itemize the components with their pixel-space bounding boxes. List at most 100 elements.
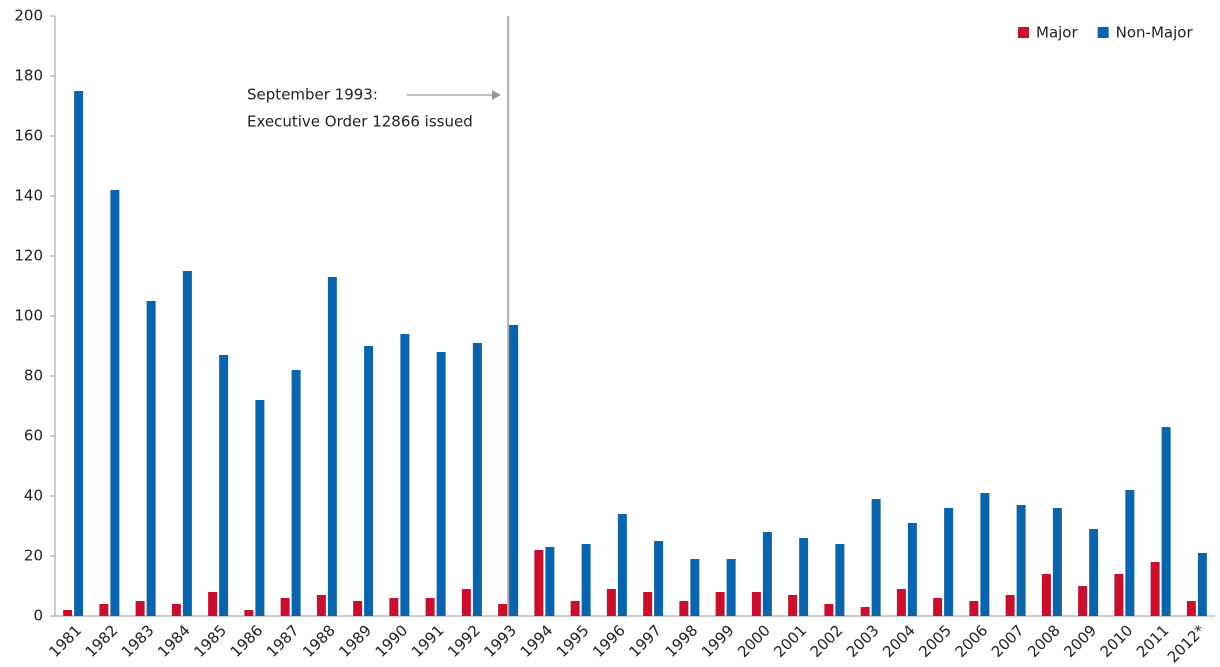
bar [146,301,156,616]
bar [63,610,73,616]
y-tick-label: 160 [14,127,43,145]
legend-label: Non-Major [1116,24,1194,42]
bar [498,604,508,616]
bar [643,592,653,616]
x-tick-label: 1985 [190,621,230,661]
bar [1114,574,1124,616]
annotation-line-1: September 1993: [247,86,378,104]
bar [1161,427,1171,616]
bar [135,601,145,616]
bar [208,592,218,616]
bar [933,598,943,616]
bar [255,400,265,616]
bar [545,547,555,616]
x-tick-label: 2010 [1097,621,1137,661]
x-tick-label: 1996 [589,621,629,661]
bar [327,277,337,616]
x-tick-label: 1990 [372,621,412,661]
bar [436,352,446,616]
bar [472,343,482,616]
x-tick-label: 2004 [879,621,919,661]
bar [606,589,616,616]
y-tick-label: 40 [24,487,43,505]
y-tick-label: 20 [24,547,43,565]
bar [400,334,410,616]
bar [219,355,229,616]
bar [679,601,689,616]
bar [1150,562,1160,616]
bar [171,604,181,616]
bar [860,607,870,616]
bar [291,370,301,616]
bar [980,493,990,616]
y-tick-label: 60 [24,427,43,445]
bar [871,499,881,616]
x-tick-label: 2007 [988,621,1028,661]
bar [690,559,700,616]
bar [425,598,435,616]
bar [570,601,580,616]
annotation-line-2: Executive Order 12866 issued [247,113,473,131]
bar [534,550,544,616]
bar [969,601,979,616]
y-tick-label: 80 [24,367,43,385]
x-tick-label: 2005 [915,621,955,661]
bar [1041,574,1051,616]
x-tick-label: 1999 [698,621,738,661]
annotation-arrowhead [492,90,501,100]
bar [364,346,374,616]
legend-label: Major [1036,24,1078,42]
x-tick-label: 2000 [734,621,774,661]
bar [110,190,120,616]
x-tick-label: 1983 [118,621,158,661]
bar [944,508,954,616]
bar [389,598,399,616]
bar [99,604,109,616]
bar [1078,586,1088,616]
bar [316,595,326,616]
bar [1125,490,1135,616]
bar [835,544,845,616]
x-tick-label: 1992 [444,621,484,661]
x-tick-label: 1994 [517,621,557,661]
bar [896,589,906,616]
bar [1052,508,1062,616]
bar [280,598,290,616]
bar [353,601,363,616]
x-tick-label: 1986 [227,621,267,661]
bar [617,514,627,616]
x-tick-label: 2003 [843,621,883,661]
x-tick-label: 1991 [408,621,448,661]
x-tick-label: 1984 [154,621,194,661]
bar [1089,529,1099,616]
y-tick-label: 120 [14,247,43,265]
x-tick-label: 2008 [1024,621,1064,661]
x-tick-label: 2006 [952,621,992,661]
bar [182,271,192,616]
x-tick-label: 2001 [770,621,810,661]
x-tick-label: 1988 [299,621,339,661]
legend-swatch [1018,27,1029,38]
bar [762,532,772,616]
x-tick-label: 1993 [480,621,520,661]
bar [1016,505,1026,616]
bar [654,541,664,616]
y-tick-label: 100 [14,307,43,325]
bar [509,325,519,616]
x-tick-label: 1982 [82,621,122,661]
bar [751,592,761,616]
y-tick-label: 140 [14,187,43,205]
x-tick-label: 1989 [335,621,375,661]
bar [1005,595,1015,616]
bar [715,592,725,616]
bar [74,91,84,616]
x-tick-label: 2012* [1164,621,1209,666]
bar [1197,553,1207,616]
bar [461,589,471,616]
legend-swatch [1097,27,1109,38]
y-tick-label: 180 [14,67,43,85]
x-tick-label: 2002 [807,621,847,661]
x-tick-label: 1997 [625,621,665,661]
x-tick-label: 2009 [1060,621,1100,661]
